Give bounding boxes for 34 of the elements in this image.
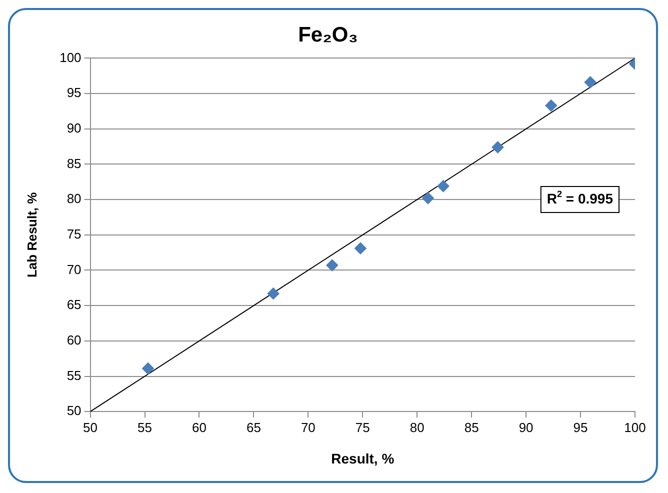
y-tick-label: 60 bbox=[66, 332, 82, 348]
x-tick-label: 80 bbox=[410, 420, 424, 435]
point bbox=[354, 242, 366, 254]
y-tick-label: 50 bbox=[66, 403, 82, 418]
y-axis-title: Lab Result, % bbox=[24, 192, 40, 278]
y-tick-label: 100 bbox=[60, 50, 82, 65]
y-tick-label: 90 bbox=[66, 120, 82, 136]
x-tick-label: 50 bbox=[83, 420, 98, 435]
x-tick-label: 65 bbox=[246, 420, 261, 435]
x-tick-label: 90 bbox=[518, 420, 534, 435]
x-tick-label: 60 bbox=[192, 420, 206, 435]
y-tick-label: 65 bbox=[66, 297, 82, 312]
point bbox=[437, 180, 450, 192]
point bbox=[422, 192, 434, 204]
point bbox=[267, 288, 280, 300]
x-axis-title: Result, % bbox=[331, 450, 395, 466]
point bbox=[492, 141, 504, 154]
point bbox=[326, 259, 338, 272]
x-tick-label: 75 bbox=[355, 420, 370, 435]
x-tick-label: 85 bbox=[464, 420, 479, 435]
y-tick-label: 75 bbox=[66, 226, 82, 242]
x-tick-label: 70 bbox=[300, 420, 316, 435]
x-tick-label: 55 bbox=[138, 420, 152, 435]
x-tick-label: 95 bbox=[573, 420, 588, 435]
y-tick-label: 85 bbox=[66, 156, 82, 171]
y-tick-label: 70 bbox=[66, 262, 82, 277]
y-tick-label: 95 bbox=[66, 85, 82, 100]
y-tick-label: 80 bbox=[66, 191, 82, 206]
point bbox=[584, 76, 596, 88]
x-tick-label: 100 bbox=[624, 420, 646, 435]
point bbox=[545, 100, 558, 112]
point bbox=[142, 362, 154, 374]
chart-title: Fe₂O₃ bbox=[298, 23, 358, 46]
y-tick-label: 55 bbox=[66, 368, 82, 383]
